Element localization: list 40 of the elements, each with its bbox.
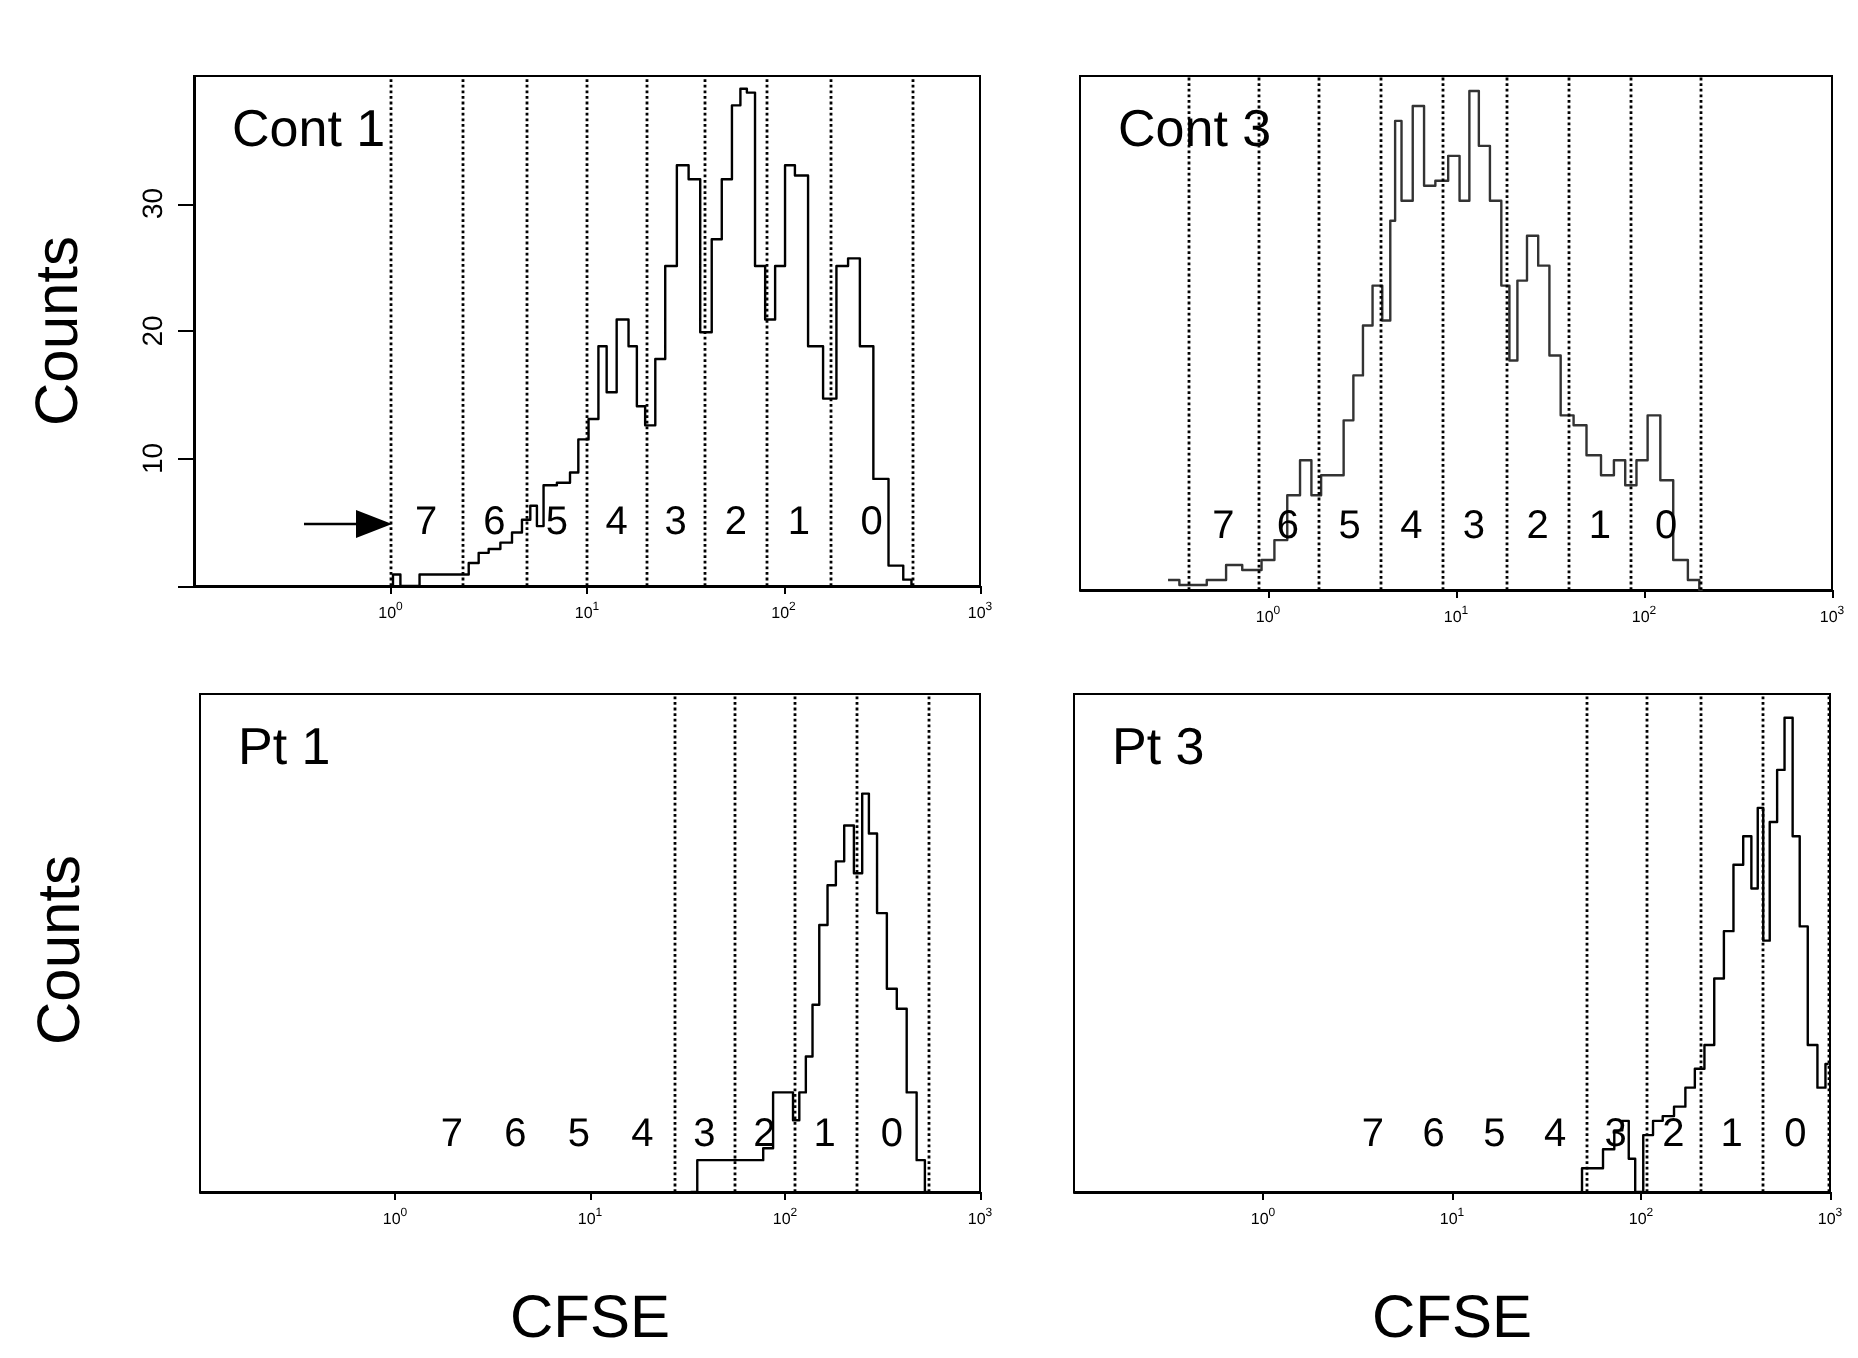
y-tick-label: 20: [136, 315, 168, 347]
annotation: 2: [724, 500, 748, 544]
annotation: 4: [1544, 1112, 1567, 1156]
annotation: 0: [1784, 1112, 1807, 1156]
annotation: 4: [605, 500, 628, 544]
annotation: 1: [1720, 1112, 1743, 1156]
annotation: 5: [545, 500, 569, 544]
annotation: 6: [1422, 1112, 1445, 1156]
chart-title: Cont 3: [1118, 98, 1272, 158]
annotation: 0: [860, 500, 883, 544]
annotation: 7: [440, 1112, 463, 1156]
annotation: 2: [753, 1112, 776, 1156]
y-axis-title: Counts: [27, 854, 93, 1046]
y-axis-title: Counts: [25, 235, 91, 427]
annotation: 7: [414, 500, 438, 544]
y-tick-label: 10: [136, 442, 168, 475]
y-tick-label: 30: [136, 187, 168, 220]
annotation: 4: [1400, 504, 1423, 548]
annotation: 5: [1483, 1112, 1506, 1156]
annotation: 7: [1361, 1112, 1384, 1156]
annotation: 7: [1212, 504, 1235, 548]
annotation: 2: [1662, 1112, 1685, 1156]
annotation: 6: [483, 500, 506, 544]
x-axis-title: CFSE: [1371, 1285, 1533, 1351]
annotation: 2: [1526, 504, 1549, 548]
chart-title: Pt 3: [1112, 716, 1205, 776]
x-axis-title: CFSE: [509, 1285, 671, 1351]
annotation: 1: [787, 500, 811, 544]
chart-title: Pt 1: [238, 716, 331, 776]
chart-title: Cont 1: [232, 98, 386, 158]
annotation: 1: [813, 1112, 836, 1156]
annotation: 5: [567, 1112, 590, 1156]
annotation: 6: [504, 1112, 527, 1156]
annotation: 3: [664, 500, 687, 544]
annotation: 4: [631, 1112, 654, 1156]
annotation: 3: [693, 1112, 716, 1156]
annotation: 5: [1338, 504, 1361, 548]
annotation: 0: [880, 1112, 903, 1156]
annotation: 1: [1588, 504, 1612, 548]
annotation: 3: [1462, 504, 1486, 548]
